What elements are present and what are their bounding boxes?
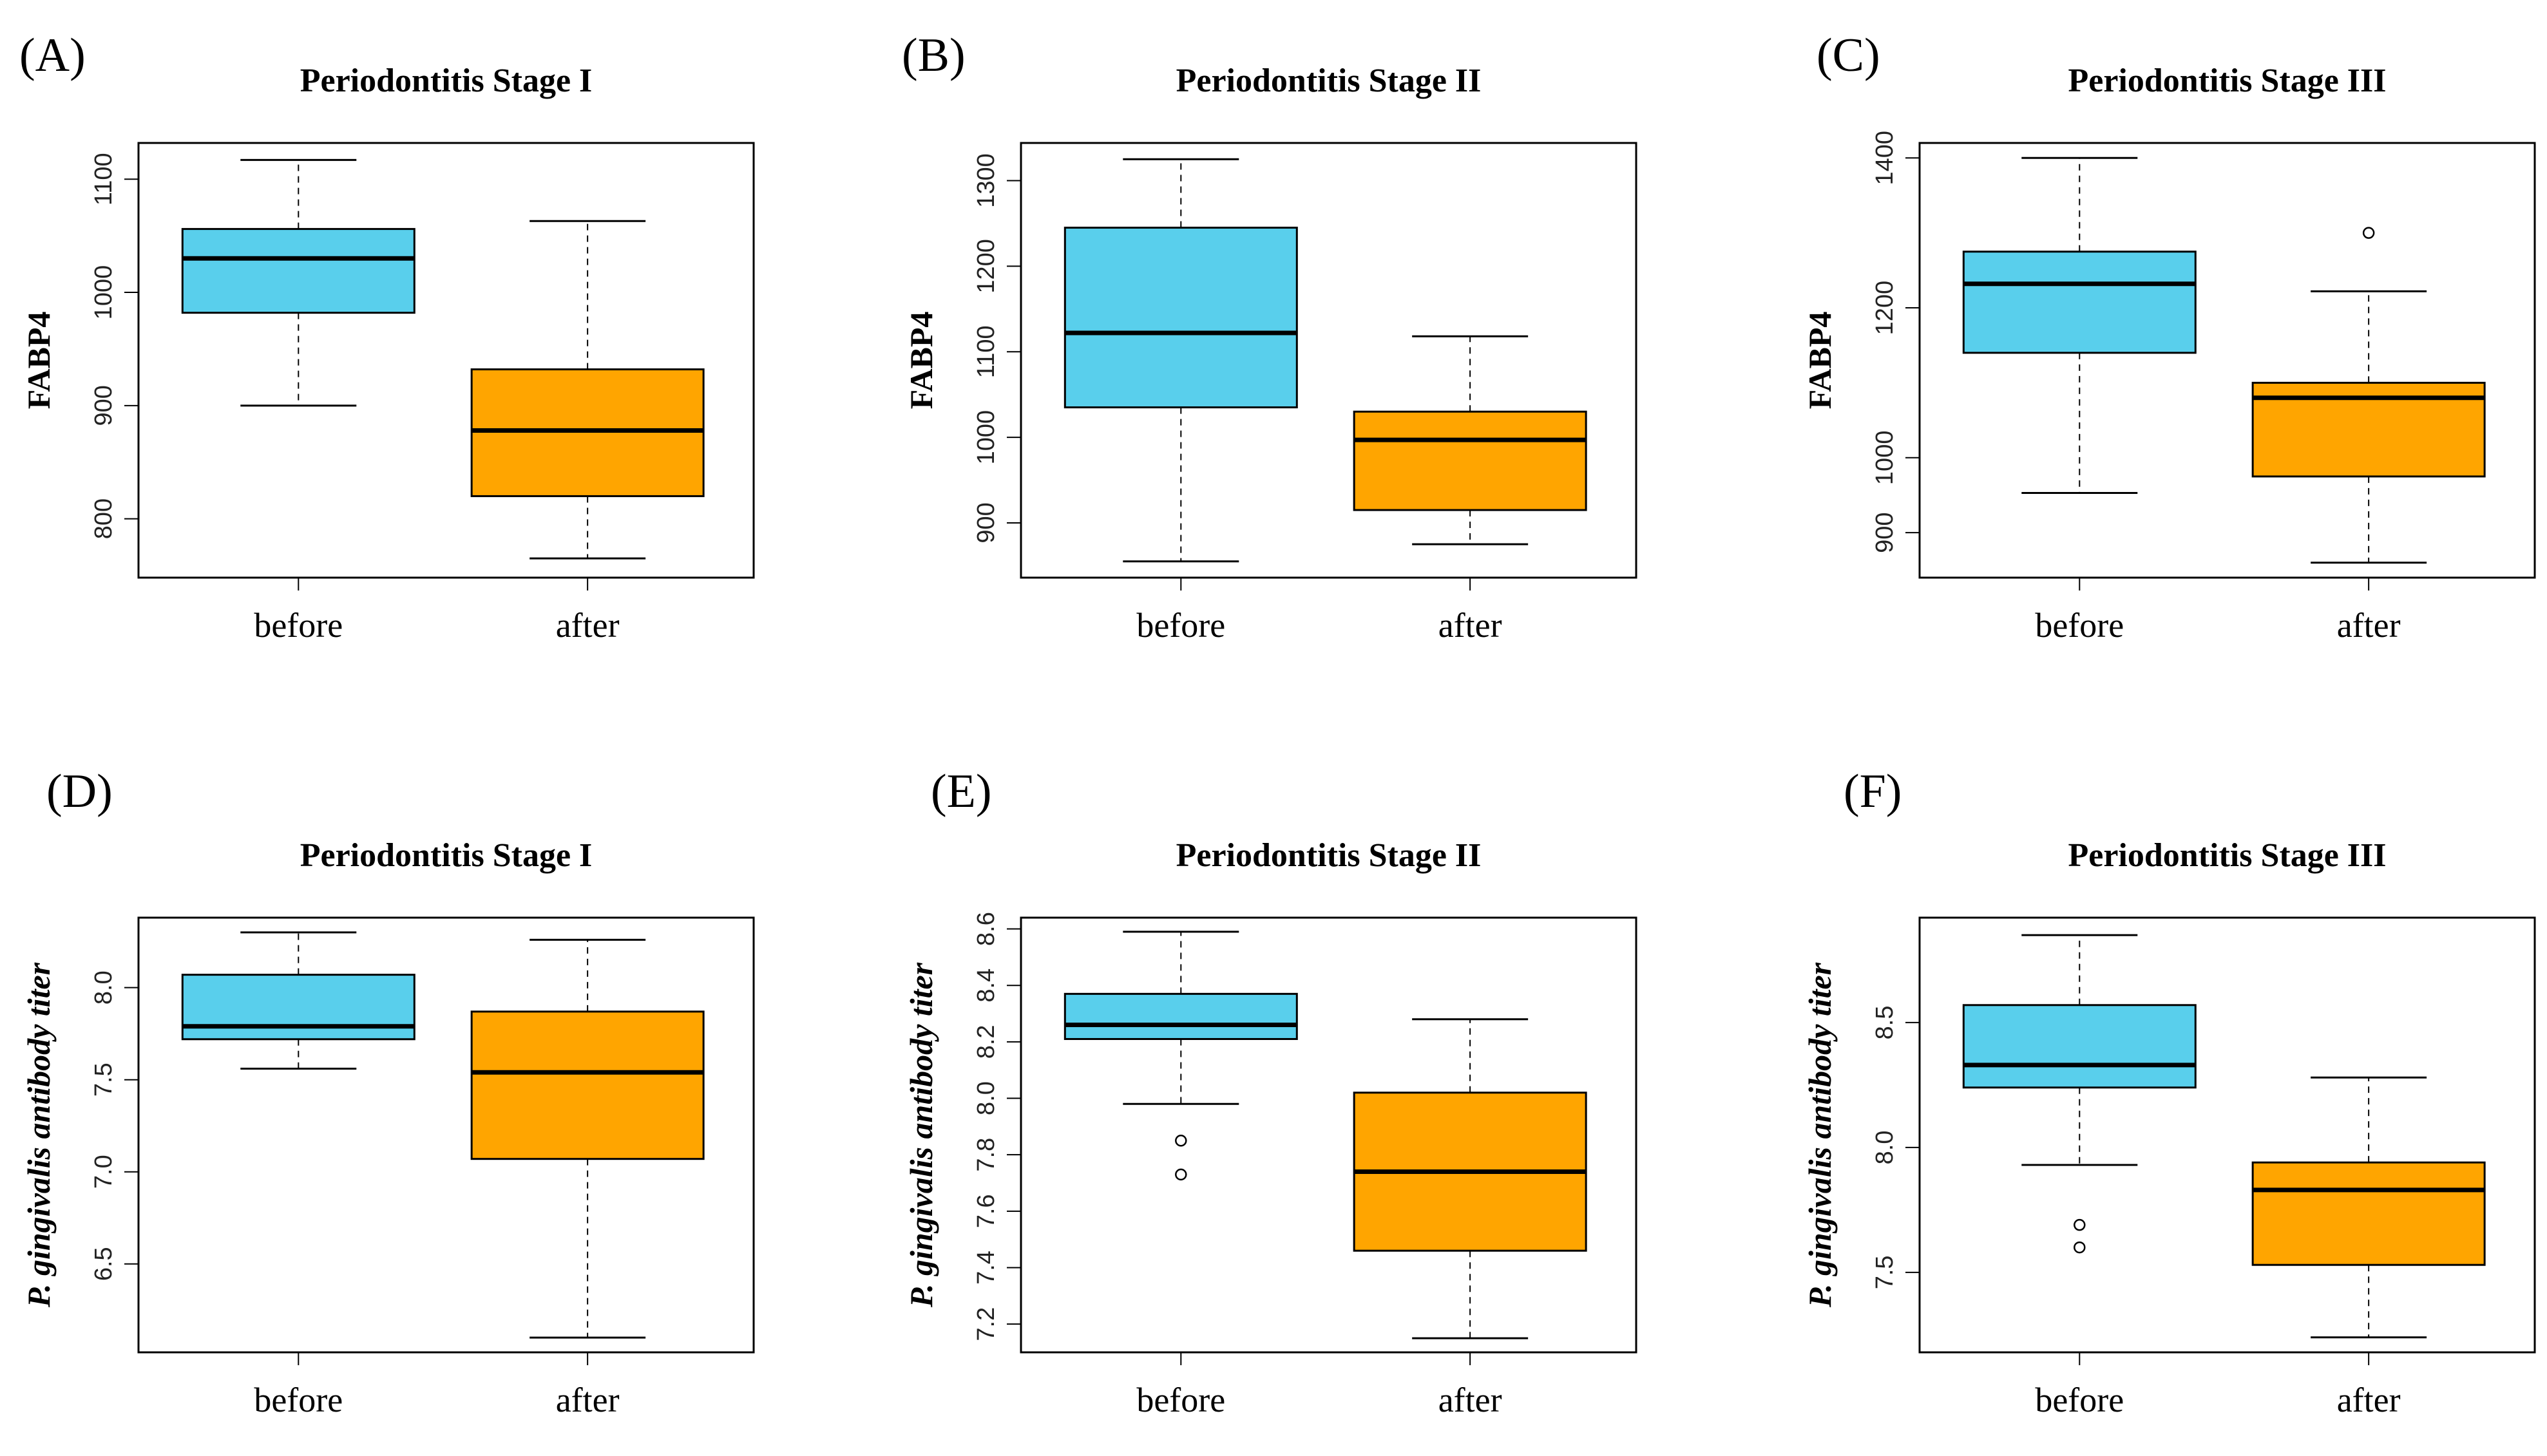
- y-tick-label: 1000: [973, 410, 1000, 465]
- x-tick-label: after: [2337, 606, 2401, 645]
- y-tick-label: 900: [1871, 512, 1898, 553]
- x-tick-label: before: [1136, 606, 1225, 645]
- y-tick-label: 800: [90, 498, 117, 539]
- box-after: [470, 938, 705, 1339]
- panel-title: Periodontitis Stage II: [1176, 837, 1482, 874]
- y-tick-label: 8.0: [973, 1081, 1000, 1115]
- y-tick-label: 900: [973, 502, 1000, 543]
- panel-label: (E): [931, 765, 992, 818]
- y-tick-label: 7.4: [973, 1251, 1000, 1285]
- y-tick-label: 6.5: [90, 1247, 117, 1281]
- y-tick-label: 8.0: [1871, 1130, 1898, 1164]
- plot-frame: [1918, 142, 2536, 579]
- y-axis-label: FABP4: [903, 312, 939, 410]
- iqr-box: [1962, 251, 2197, 354]
- y-tick-label: 1200: [973, 239, 1000, 294]
- box-before: [181, 158, 415, 407]
- y-tick-label: 1200: [1871, 281, 1898, 336]
- x-tick-label: before: [1136, 1381, 1225, 1419]
- x-tick-label: after: [1438, 606, 1502, 645]
- panel-title: Periodontitis Stage I: [300, 62, 593, 99]
- plot-frame: [137, 142, 755, 579]
- y-tick-label: 8.4: [973, 969, 1000, 1003]
- box-before: [1962, 934, 2197, 1254]
- y-tick-label: 1300: [973, 153, 1000, 208]
- panel-label: (D): [46, 765, 113, 818]
- iqr-box: [1962, 1004, 2197, 1089]
- x-tick-label: after: [1438, 1381, 1502, 1419]
- iqr-box: [470, 368, 705, 497]
- y-tick-label: 8.0: [90, 970, 117, 1005]
- y-tick-label: 1000: [1871, 431, 1898, 486]
- y-tick-label: 7.5: [1871, 1255, 1898, 1289]
- box-before: [1064, 158, 1298, 563]
- panel-f: (F) Periodontitis Stage III 7.5 8.0 8.5 P. gi…: [1802, 765, 2536, 1419]
- iqr-box: [1064, 992, 1298, 1040]
- box-after: [2251, 1076, 2486, 1339]
- y-tick-label: 8.5: [1871, 1006, 1898, 1040]
- y-tick-label: 900: [90, 385, 117, 426]
- box-before: [1962, 156, 2197, 494]
- y-tick-label: 1000: [90, 265, 117, 320]
- y-tick-label: 1400: [1871, 131, 1898, 185]
- y-tick-label: 7.5: [90, 1063, 117, 1097]
- x-tick-label: after: [556, 1381, 620, 1419]
- y-axis-label: P. gingivalis antibody titer: [903, 962, 939, 1308]
- box-after: [2251, 227, 2486, 564]
- panel-a: (A) Periodontitis Stage I 800 900 1000 1100 FA…: [19, 29, 755, 645]
- iqr-box: [470, 1010, 705, 1160]
- x-tick-label: before: [2035, 1381, 2124, 1419]
- panel-label: (C): [1817, 29, 1880, 82]
- y-axis-label: P. gingivalis antibody titer: [21, 962, 57, 1308]
- outlier-point: [2074, 1218, 2086, 1231]
- iqr-box: [181, 974, 415, 1041]
- outlier-point: [2074, 1241, 2086, 1254]
- iqr-box: [2251, 1161, 2486, 1266]
- y-tick-label: 1100: [90, 153, 117, 205]
- iqr-box: [1064, 227, 1298, 409]
- y-tick-label: 1100: [973, 325, 1000, 378]
- outlier-point: [1175, 1135, 1187, 1147]
- y-tick-label: 7.0: [90, 1155, 117, 1189]
- iqr-box: [181, 228, 415, 314]
- panel-d: (D) Periodontitis Stage I 6.5 7.0 7.5 8.0 P. g…: [21, 765, 755, 1419]
- iqr-box: [1353, 410, 1587, 511]
- box-after: [1353, 1018, 1587, 1339]
- panel-b: (B) Periodontitis Stage II 900 1000 1100 1200…: [902, 29, 1637, 645]
- panel-label: (A): [19, 29, 86, 82]
- box-after: [470, 220, 705, 560]
- box-after: [1353, 335, 1587, 545]
- panel-title: Periodontitis Stage II: [1176, 62, 1482, 99]
- x-tick-label: after: [2337, 1381, 2401, 1419]
- y-tick-label: 7.2: [973, 1307, 1000, 1341]
- outlier-point: [1175, 1168, 1187, 1181]
- outlier-point: [2362, 227, 2375, 239]
- panel-title: Periodontitis Stage III: [2068, 62, 2387, 99]
- panel-label: (B): [902, 29, 966, 82]
- x-tick-label: after: [556, 606, 620, 645]
- y-axis-label: FABP4: [21, 312, 57, 410]
- panel-e: (E) Periodontitis Stage II 7.2 7.4 7.6 7.8 8.0…: [903, 765, 1637, 1419]
- panel-label: (F): [1844, 765, 1902, 818]
- box-before: [1064, 931, 1298, 1181]
- x-tick-label: before: [254, 606, 343, 645]
- panel-title: Periodontitis Stage III: [2068, 837, 2387, 874]
- x-tick-label: before: [254, 1381, 343, 1419]
- y-tick-label: 8.2: [973, 1025, 1000, 1059]
- box-before: [181, 931, 415, 1070]
- y-axis-label: P. gingivalis antibody titer: [1802, 962, 1838, 1308]
- y-tick-label: 8.6: [973, 912, 1000, 946]
- y-axis-label: FABP4: [1802, 312, 1838, 410]
- panel-title: Periodontitis Stage I: [300, 837, 593, 874]
- x-tick-label: before: [2035, 606, 2124, 645]
- y-tick-label: 7.8: [973, 1138, 1000, 1172]
- plot-frame: [1918, 916, 2536, 1354]
- y-tick-label: 7.6: [973, 1194, 1000, 1228]
- panel-c: (C) Periodontitis Stage III 900 1000 1200 140…: [1802, 29, 2536, 645]
